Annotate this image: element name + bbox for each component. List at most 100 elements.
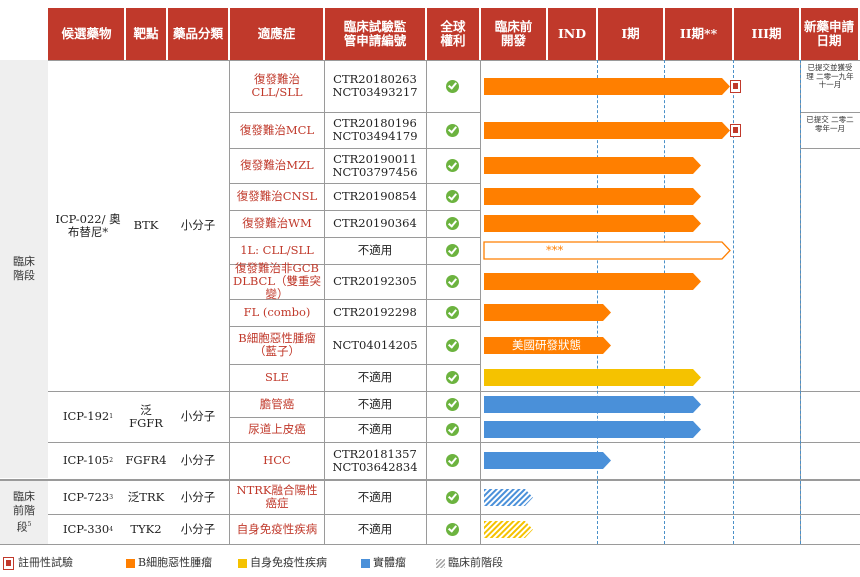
autoimmune-swatch-icon (238, 558, 247, 568)
legend-registration-label: 註冊性試驗 (18, 556, 73, 569)
grid-line (0, 479, 860, 481)
drug-target: TYK2 (130, 521, 162, 536)
trial-number-cell: 不適用 (357, 489, 393, 504)
drug-target: 泛TRK (127, 489, 165, 504)
progress-bar (484, 273, 701, 290)
header-rights: 全球權利 (426, 8, 480, 60)
registration-flag-icon (730, 79, 741, 93)
drug-name: ICP-330 4 (62, 521, 114, 536)
global-rights-check-icon (446, 244, 459, 257)
indication-cell: 復發難治MCL (239, 122, 315, 137)
indication-cell: 自身免疫性疾病 (236, 521, 318, 536)
header-phase3: III期 (733, 8, 800, 60)
indication-cell: 膽管癌 (259, 396, 295, 411)
grid-line (0, 544, 860, 545)
legend-solid-label: 實體瘤 (373, 556, 406, 569)
progress-bar (484, 215, 701, 232)
global-rights-check-icon (446, 159, 459, 172)
stage-preclinical-label: 臨床前階段5 (13, 489, 35, 534)
global-rights-check-icon (446, 338, 459, 352)
indication-cell: 復發難治CLL/SLL (251, 72, 303, 99)
phase2-boundary-line (733, 60, 734, 544)
header-target: 靶點 (125, 8, 167, 60)
stage-clinical: 臨床階段 (0, 60, 48, 478)
header-separator (596, 8, 598, 60)
global-rights-check-icon (446, 397, 459, 411)
header-candidate: 候選藥物 (48, 8, 125, 60)
row-separator (229, 112, 480, 113)
global-rights-check-icon (446, 522, 459, 536)
grid-line (426, 60, 427, 544)
row-separator (229, 417, 480, 418)
stage-preclinical: 臨床前階段5 (0, 480, 48, 544)
legend-preclinical: 臨床前階段 (436, 556, 503, 570)
row-separator (229, 326, 480, 327)
header-phase2: II期** (664, 8, 733, 60)
drug-category: 小分子 (180, 409, 216, 423)
header-ind: IND (547, 8, 597, 60)
trial-number-cell: 不適用 (357, 521, 393, 536)
trial-number-cell: CTR20190011 NCT03797456 (332, 151, 418, 179)
global-rights-check-icon (446, 423, 459, 436)
header-separator (425, 8, 427, 60)
header-indication: 適應症 (229, 8, 324, 60)
global-rights-check-icon (446, 454, 459, 467)
nda-date-note: 已提交並獲受理 二零一九年 十一月 (806, 63, 854, 89)
progress-bar (484, 304, 611, 321)
grid-line (48, 442, 860, 443)
registration-flag-icon (3, 556, 14, 570)
progress-bar-label: 美國研發狀態 (512, 337, 581, 352)
trial-number-cell: CTR20190854 (333, 189, 417, 203)
legend-b-cell: B細胞惡性腫瘤 (126, 556, 212, 570)
indication-cell: B細胞惡性腫瘤（藍子） (238, 331, 316, 358)
trial-number-cell: CTR20192305 (333, 274, 417, 288)
trial-number-cell: NCT04014205 (332, 337, 418, 352)
indication-cell: 1L: CLL/SLL (240, 243, 314, 257)
trial-number-cell: CTR20192298 (333, 305, 417, 319)
grid-line (324, 60, 325, 544)
header-separator (799, 8, 801, 60)
grid-line (48, 391, 860, 392)
header-phase1: I期 (597, 8, 664, 60)
progress-bar (484, 157, 701, 174)
global-rights-check-icon (446, 123, 459, 137)
progress-bar (484, 452, 611, 469)
b-cell-swatch-icon (126, 558, 135, 568)
global-rights-check-icon (446, 490, 459, 504)
progress-bar (484, 520, 533, 538)
trial-number-cell: 不適用 (357, 396, 393, 411)
grid-line (229, 60, 230, 544)
registration-flag-icon (730, 123, 741, 137)
drug-name: ICP-192 1 (62, 409, 114, 423)
drug-name: ICP-022/ 奧布替尼* (55, 211, 121, 239)
drug-name: ICP-105 2 (62, 453, 114, 467)
indication-cell: FL (combo) (243, 305, 311, 319)
header-separator (124, 8, 126, 60)
solid-tumor-swatch-icon (361, 558, 370, 568)
indication-cell: HCC (263, 453, 291, 467)
drug-category: 小分子 (180, 453, 216, 467)
header-separator (166, 8, 168, 60)
progress-bar (484, 188, 701, 205)
header-nda: 新藥申請日期 (800, 8, 858, 60)
drug-category: 小分子 (180, 521, 216, 536)
phase1-boundary-line (664, 60, 665, 544)
trial-number-cell: 不適用 (357, 422, 393, 436)
row-separator (229, 364, 480, 365)
progress-bar (484, 77, 730, 95)
global-rights-check-icon (446, 275, 459, 288)
grid-line (480, 60, 481, 544)
trial-number-cell: CTR20180263 NCT03493217 (332, 72, 418, 99)
header-separator (323, 8, 325, 60)
row-separator (800, 112, 860, 113)
indication-cell: 尿道上皮癌 (248, 422, 306, 436)
indication-cell: 復發難治MZL (240, 158, 314, 172)
indication-cell: 復發難治CNSL (236, 189, 318, 203)
global-rights-check-icon (446, 79, 459, 93)
grid-line (48, 514, 860, 515)
progress-bar (484, 421, 701, 438)
global-rights-check-icon (446, 217, 459, 230)
legend-registration: 註冊性試驗 (3, 556, 73, 570)
global-rights-check-icon (446, 371, 459, 384)
drug-name: ICP-723 3 (62, 489, 114, 504)
